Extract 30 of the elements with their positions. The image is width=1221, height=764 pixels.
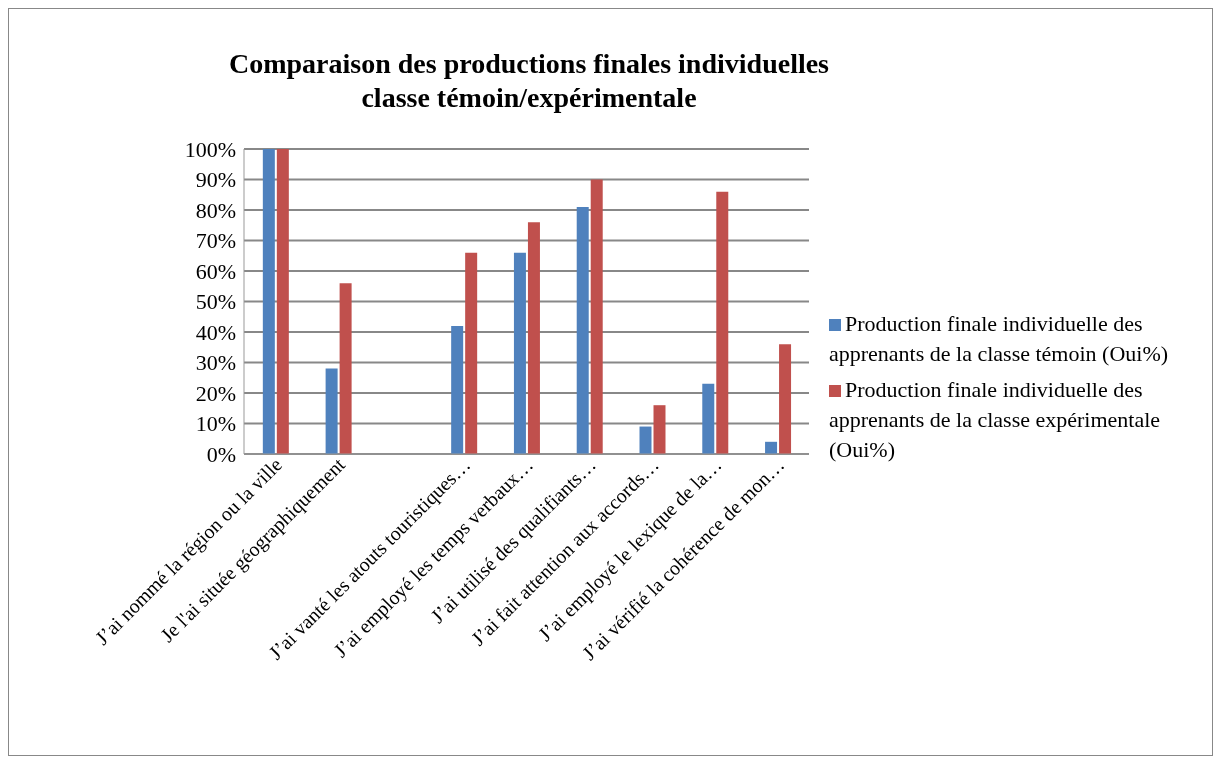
bar [653, 405, 666, 454]
bar [527, 222, 540, 454]
bar [576, 206, 589, 454]
bar [779, 344, 792, 454]
y-tick-label: 100% [184, 136, 236, 162]
bar [702, 383, 715, 454]
bar [276, 149, 289, 454]
chart-title: Comparaison des productions finales individuelles classe témoin/expérimentale [227, 47, 830, 115]
bar [339, 283, 352, 454]
y-tick-label: 20% [195, 380, 236, 406]
y-tick-label: 80% [195, 197, 236, 223]
bar [325, 368, 338, 454]
bar [716, 191, 729, 454]
bar [765, 441, 778, 454]
bar [262, 149, 275, 454]
y-tick-label: 60% [195, 258, 236, 284]
legend-label: Production finale individuelle des apprenants de la classe expérimentale (Oui%) [829, 377, 1161, 462]
y-tick-label: 0% [206, 441, 236, 467]
bar [639, 426, 652, 454]
y-tick-label: 90% [195, 167, 236, 193]
bar [513, 252, 526, 454]
bar [451, 325, 464, 454]
y-tick-label: 10% [195, 411, 236, 437]
y-tick-label: 40% [195, 319, 236, 345]
bar [465, 252, 478, 454]
y-tick-label: 50% [195, 289, 236, 315]
legend-label: Production finale individuelle des apprenants de la classe témoin (Oui%) [829, 311, 1169, 366]
y-tick-label: 70% [195, 228, 236, 254]
y-tick-label: 30% [195, 350, 236, 376]
bar [590, 179, 603, 454]
